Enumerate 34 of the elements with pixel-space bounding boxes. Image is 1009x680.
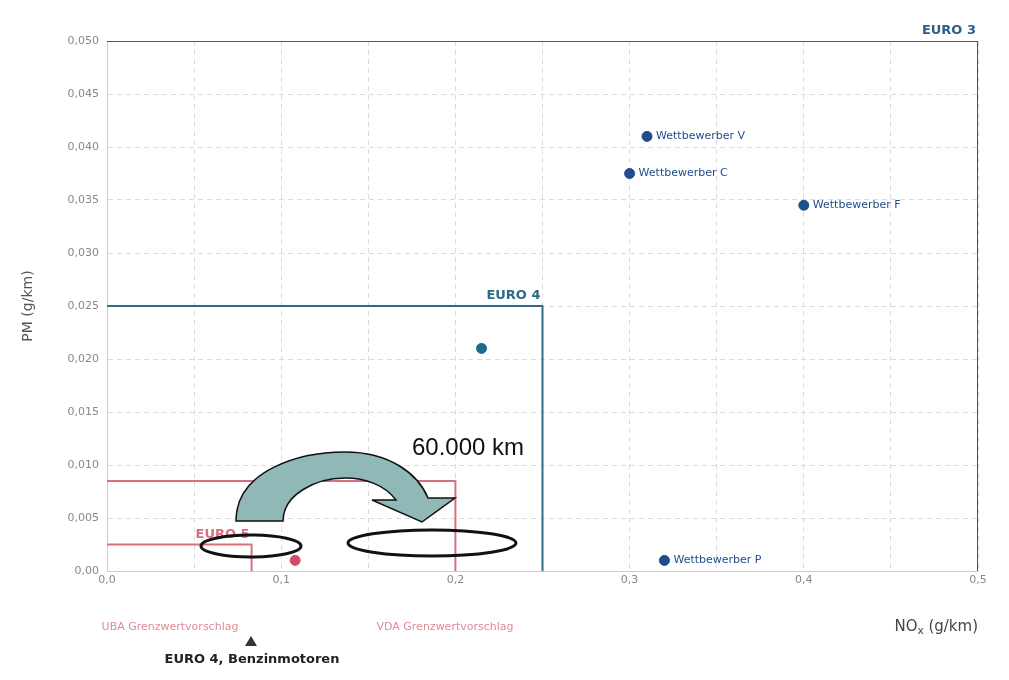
y-tick-label: 0,040: [67, 139, 99, 153]
point: [289, 554, 301, 566]
point: [641, 130, 653, 142]
x-tick-label: 0,0: [98, 573, 116, 587]
series-label: Wettbewerber P: [673, 553, 762, 567]
point: [624, 168, 636, 179]
x-tick-label: 0,4: [795, 573, 813, 587]
y-tick-label: 0,020: [67, 351, 99, 365]
annotation: 60.000 km: [412, 432, 525, 460]
y-tick-label: 0,050: [67, 33, 99, 47]
y-tick-label: 0,030: [67, 245, 99, 259]
y-tick-label: 0,005: [67, 510, 99, 524]
series-label: Wettbewerber C: [638, 166, 729, 180]
x-tick-label: 0,3: [620, 573, 639, 587]
y-tick-label: 0,00: [74, 563, 99, 577]
point: [798, 199, 810, 211]
point: [476, 342, 488, 354]
y-tick-label: 0,010: [67, 457, 99, 471]
series-label: EURO 3: [921, 22, 976, 38]
x-tick-label: 0,5: [969, 573, 987, 587]
x-tick-label: 0,1: [272, 573, 290, 587]
x-tick-label: 0,2: [446, 573, 465, 587]
y-tick-label: 0,015: [67, 404, 99, 418]
y-tick-label: 0,045: [67, 86, 99, 100]
text: UBA Grenzwertvorschlag: [101, 619, 239, 633]
y-axis-title: PM (g/km): [19, 270, 36, 342]
y-tick-label: 0,035: [67, 192, 99, 206]
y-tick-label: 0,025: [67, 298, 99, 312]
text: VDA Grenzwertvorschlag: [376, 619, 514, 633]
series-label: EURO 4: [486, 287, 541, 303]
point: [658, 554, 670, 566]
series-label: Wettbewerber V: [656, 129, 746, 143]
text: EURO 4, Benzinmotoren: [164, 651, 340, 667]
series-label: Wettbewerber F: [812, 198, 901, 212]
